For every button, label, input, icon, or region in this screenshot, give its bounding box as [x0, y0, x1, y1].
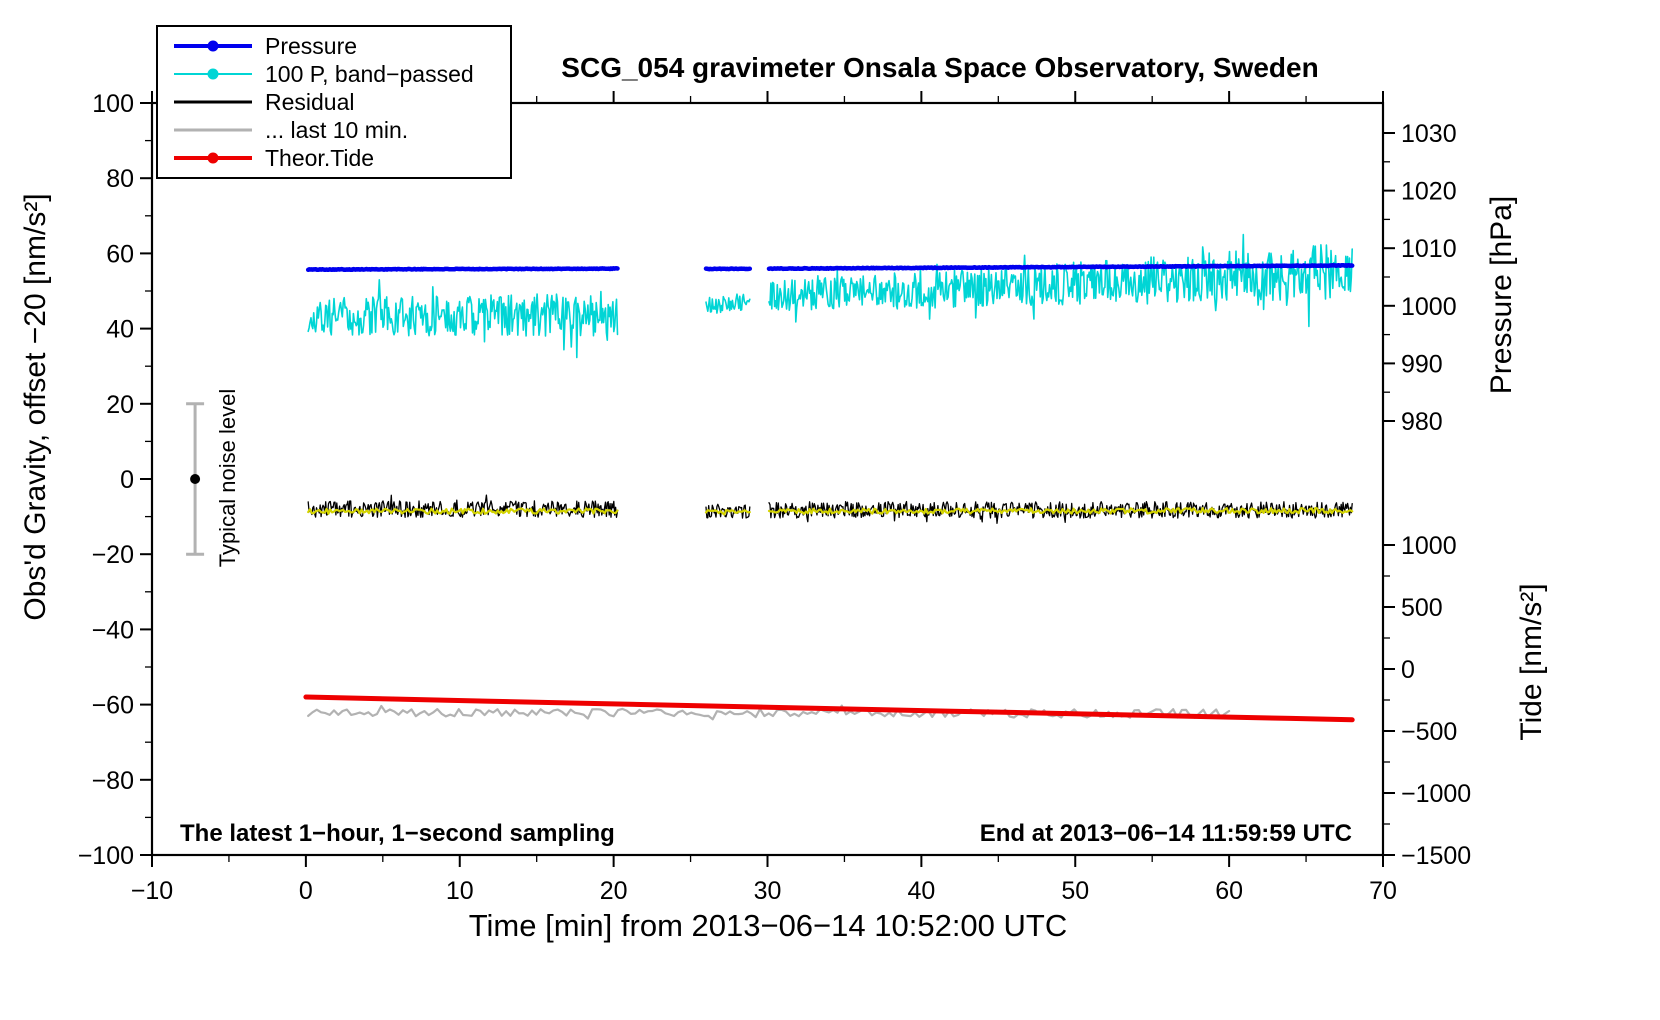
- tick-label: 1000: [1401, 293, 1457, 321]
- tick-label: −1500: [1401, 842, 1471, 870]
- tick-label: −80: [92, 767, 134, 795]
- tick-label: 40: [106, 316, 134, 344]
- tick-label: 500: [1401, 594, 1443, 622]
- tick-label: 1020: [1401, 178, 1457, 206]
- legend-marker-pressure: [174, 32, 252, 60]
- tick-label: 20: [600, 877, 628, 905]
- sampling-annotation: The latest 1−hour, 1−second sampling: [180, 820, 615, 847]
- tick-label: −100: [78, 842, 134, 870]
- tick-label: 50: [1061, 877, 1089, 905]
- x-axis-label: Time [min] from 2013−06−14 10:52:00 UTC: [468, 908, 1068, 943]
- legend-label-theor-tide: Theor.Tide: [265, 144, 375, 171]
- series-residual-smoothed: [307, 506, 1354, 516]
- legend-dot-theor-tide: [207, 152, 219, 164]
- tick-label: 10: [446, 877, 474, 905]
- tick-label: 40: [907, 877, 935, 905]
- tick-label: 20: [106, 391, 134, 419]
- noise-level-bar: [186, 402, 205, 556]
- y-axis-tide: [1383, 544, 1395, 856]
- tick-label: −60: [92, 692, 134, 720]
- legend-dot-pressure: [207, 40, 219, 52]
- tick-label: 0: [299, 877, 313, 905]
- legend-marker-100-p-band-passed: [174, 60, 252, 88]
- legend-item-pressure: Pressure: [158, 32, 510, 60]
- y-axis-label-tide: Tide [nm/s²]: [1515, 583, 1548, 741]
- series-theor-tide: [303, 694, 1355, 723]
- legend-label-residual: Residual: [265, 88, 355, 115]
- series-100-p-band-passed: [307, 233, 1353, 359]
- tick-label: 1000: [1401, 532, 1457, 560]
- legend-item-100-p-band-passed: 100 P, band−passed: [158, 60, 510, 88]
- tick-label: 60: [1215, 877, 1243, 905]
- x-axis: [151, 91, 1384, 867]
- legend-marker-theor-tide: [174, 144, 252, 172]
- legend-dot-100-p-band-passed: [207, 68, 219, 80]
- legend-item-residual: Residual: [158, 88, 510, 116]
- tick-label: 980: [1401, 408, 1443, 436]
- legend-marker-residual: [174, 88, 252, 116]
- tick-label: 990: [1401, 350, 1443, 378]
- y-axis-label-gravity: Obs'd Gravity, offset −20 [nm/s²]: [19, 193, 52, 621]
- tick-label: 30: [754, 877, 782, 905]
- legend-marker-last-10-min: [174, 116, 252, 144]
- tick-label: 80: [106, 165, 134, 193]
- tick-label: −40: [92, 616, 134, 644]
- series-last-10-min: [307, 704, 1231, 721]
- tick-label: −10: [131, 877, 173, 905]
- tick-label: 60: [106, 240, 134, 268]
- legend: Pressure 100 P, band−passed Residual... la…: [156, 25, 512, 179]
- noise-level-dot: [190, 474, 201, 484]
- legend-item-last-10-min: ... last 10 min.: [158, 116, 510, 144]
- tick-label: 1030: [1401, 120, 1457, 148]
- tick-label: −20: [92, 541, 134, 569]
- legend-item-theor-tide: Theor.Tide: [158, 144, 510, 172]
- plot-frame: [150, 101, 1385, 857]
- legend-label-last-10-min: ... last 10 min.: [265, 116, 409, 143]
- y-axis-pressure: [1383, 132, 1395, 422]
- tick-label: 70: [1369, 877, 1397, 905]
- series-pressure: [305, 262, 1355, 273]
- tick-label: 100: [92, 90, 134, 118]
- tick-label: 0: [1401, 656, 1415, 684]
- y-axis-gravity: [140, 102, 152, 856]
- chart-title: SCG_054 gravimeter Onsala Space Observat…: [561, 52, 1319, 83]
- tick-label: −500: [1401, 718, 1457, 746]
- noise-level-label: Typical noise level: [215, 388, 240, 568]
- tick-label: −1000: [1401, 780, 1471, 808]
- end-time-annotation: End at 2013−06−14 11:59:59 UTC: [979, 820, 1352, 847]
- tick-label: 0: [120, 466, 134, 494]
- legend-label-pressure: Pressure: [265, 32, 358, 59]
- y-axis-label-pressure: Pressure [hPa]: [1485, 195, 1518, 395]
- tick-label: 1010: [1401, 235, 1457, 263]
- legend-label-100-p-band-passed: 100 P, band−passed: [265, 60, 474, 87]
